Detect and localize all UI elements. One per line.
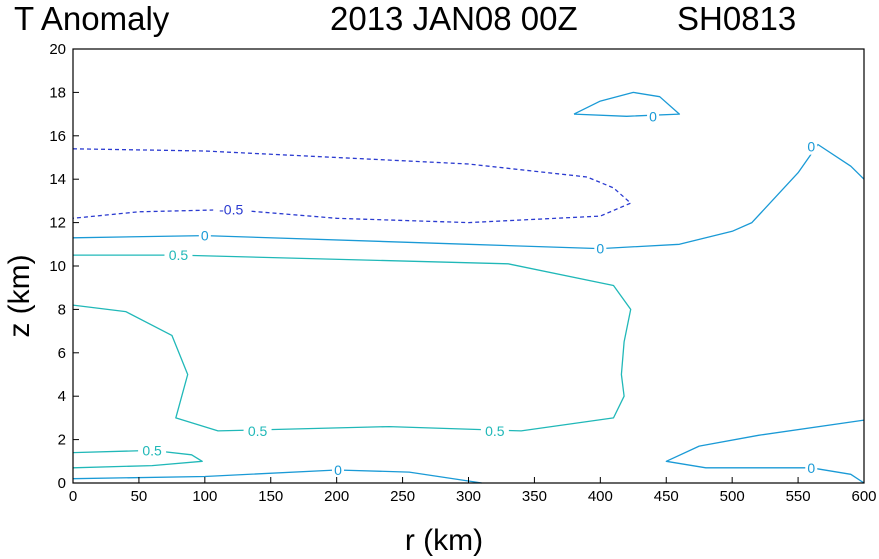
x-tick-label: 400 (588, 488, 613, 505)
contour-line (72, 449, 203, 469)
storm-id: SH0813 (677, 0, 796, 37)
contour-label: -0.5 (219, 202, 243, 218)
contour-label-bg (480, 422, 509, 439)
y-tick-label: 20 (49, 41, 66, 58)
x-tick-label: 450 (654, 488, 679, 505)
contour-line (72, 469, 482, 484)
contour-label: 0.5 (485, 423, 505, 439)
contour-label-bg (331, 461, 344, 478)
y-tick-label: 14 (49, 171, 66, 188)
chart-date: 2013 JAN08 00Z (330, 0, 578, 37)
x-tick-label: 50 (131, 488, 148, 505)
contour-label: 0.5 (142, 442, 162, 458)
y-tick-label: 4 (58, 388, 66, 405)
y-tick-label: 12 (49, 215, 66, 232)
contour-label-bg (164, 247, 193, 264)
x-tick-label: 600 (851, 488, 876, 505)
chart-title: T Anomaly (14, 0, 170, 37)
contour-line (665, 419, 865, 484)
contour-label: 0 (807, 460, 815, 476)
contour-label-bg (138, 442, 167, 459)
y-tick-label: 0 (58, 475, 66, 492)
contour-label: 0 (201, 228, 209, 244)
y-tick-label: 8 (58, 301, 66, 318)
x-tick-label: 250 (390, 488, 415, 505)
contour-line (72, 254, 632, 432)
contour-label-bg (647, 108, 660, 125)
y-tick-label: 6 (58, 345, 66, 362)
y-axis-title: z (km) (3, 254, 36, 337)
x-tick-label: 150 (258, 488, 283, 505)
x-tick-label: 550 (786, 488, 811, 505)
contour-line (72, 148, 632, 224)
contour-line (573, 91, 681, 117)
x-tick-label: 200 (324, 488, 349, 505)
contour-label: 0 (807, 139, 815, 155)
y-tick-label: 2 (58, 432, 66, 449)
x-tick-label: 0 (69, 488, 77, 505)
contour-label: 0 (596, 241, 604, 257)
contour-label-bg (198, 227, 211, 244)
contour-label: 0.5 (169, 247, 189, 263)
axis-ticks: 0 50 100 150 200 250 300 350 400 450 500 550 6000246… (49, 41, 876, 505)
contour-line (72, 143, 865, 250)
contour-label: 0.5 (248, 423, 268, 439)
x-tick-label: 350 (522, 488, 547, 505)
x-tick-label: 500 (720, 488, 745, 505)
contour-label-bg (213, 201, 250, 218)
contour-label: 0 (334, 462, 342, 478)
y-tick-label: 16 (49, 128, 66, 145)
x-tick-label: 300 (456, 488, 481, 505)
y-tick-label: 18 (49, 84, 66, 101)
contour-label-bg (805, 459, 818, 476)
x-axis-title: r (km) (405, 524, 483, 557)
x-tick-label: 100 (192, 488, 217, 505)
contour-label-bg (805, 138, 818, 155)
contour-label: 0 (649, 108, 657, 124)
contour-label-bg (243, 422, 272, 439)
y-tick-label: 10 (49, 258, 66, 275)
contour-label-bg (594, 240, 607, 257)
plot-frame (72, 48, 865, 484)
